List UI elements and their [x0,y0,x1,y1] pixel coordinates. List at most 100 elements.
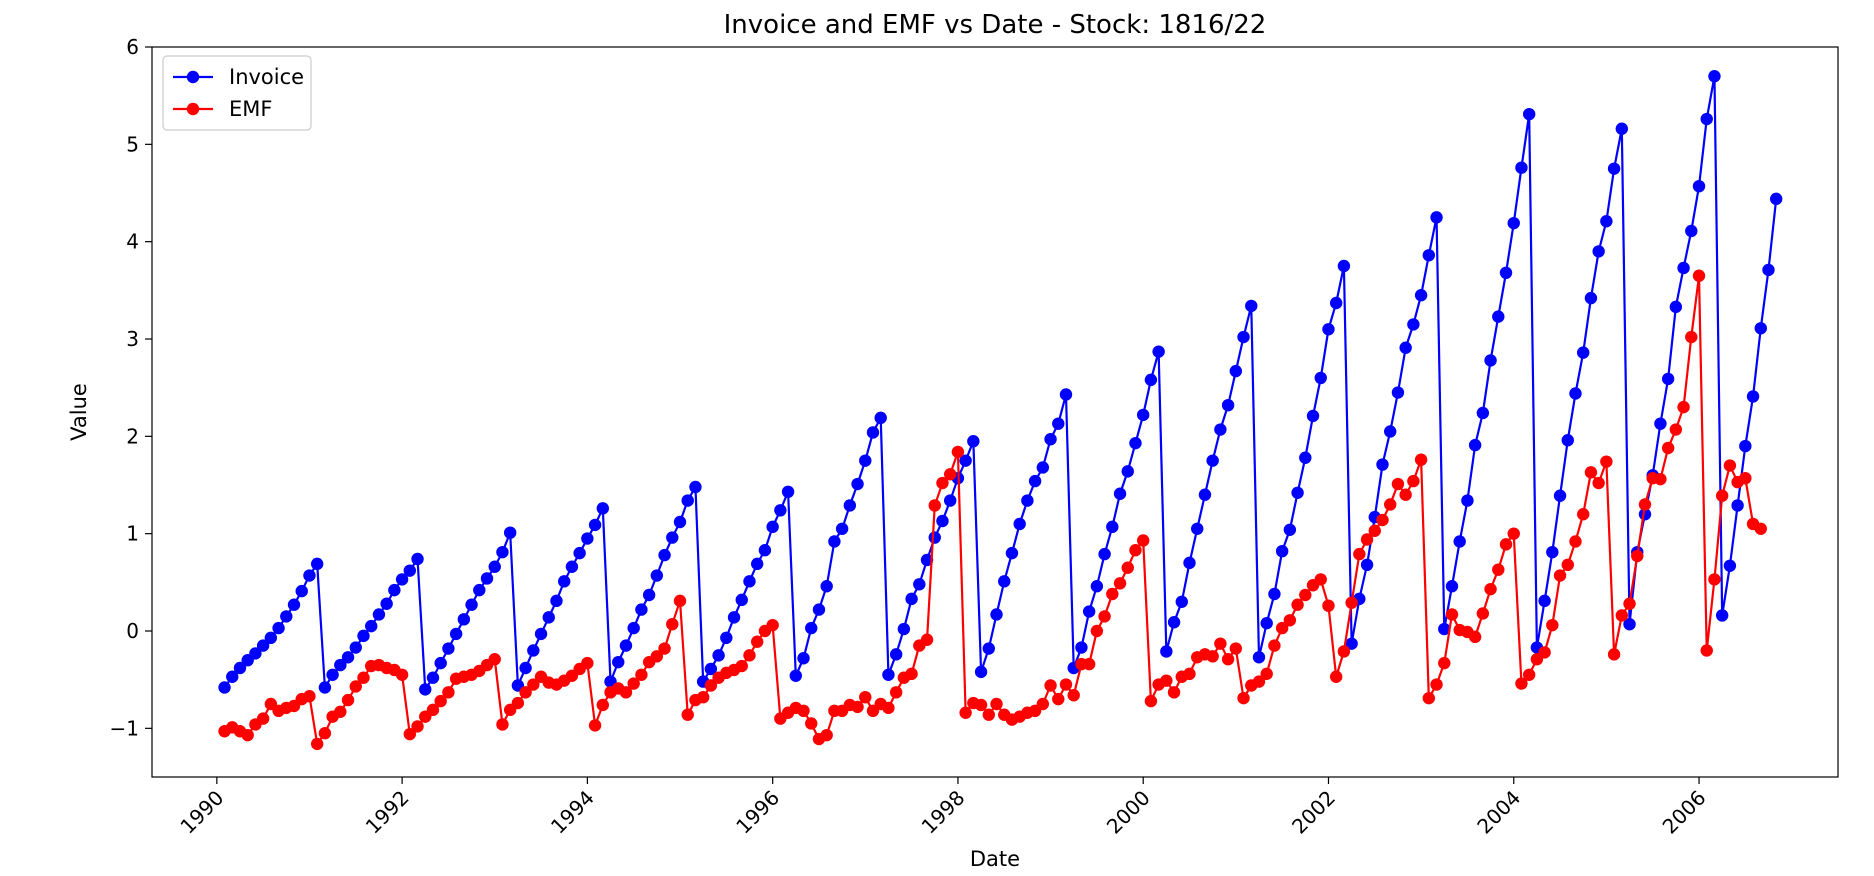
data-point-invoice [1198,488,1212,501]
data-point-emf [1522,668,1536,681]
data-point-invoice [928,531,941,544]
data-point-emf [735,659,748,673]
data-point-emf [1414,453,1428,466]
data-point-invoice [1399,341,1412,354]
data-point-invoice [1445,580,1459,593]
data-point-invoice [612,655,625,669]
data-point-invoice [419,683,432,696]
data-point-invoice [1546,545,1559,559]
data-point-invoice [1345,637,1358,650]
data-point-emf [1299,588,1312,602]
data-point-invoice [388,583,401,597]
data-point-emf [310,737,324,751]
data-point-emf [1700,644,1713,657]
data-point-invoice [1499,266,1513,280]
data-point-emf [256,712,270,725]
data-point-invoice [1090,580,1104,593]
data-point-invoice [588,518,602,532]
data-point-invoice [1507,216,1520,230]
data-point-invoice [1754,322,1767,335]
data-point-emf [442,686,455,699]
data-point-invoice [1623,617,1636,631]
data-point-invoice [1762,263,1775,277]
data-point-emf [1384,498,1397,511]
data-point-invoice [1098,547,1111,561]
data-point-invoice [334,658,347,672]
data-point-emf [1661,441,1675,455]
data-point-invoice [1283,523,1297,536]
data-point-emf [928,499,941,512]
data-point-invoice [480,572,494,585]
data-point-invoice [681,494,694,507]
data-point-emf [1036,697,1050,711]
data-point-invoice [812,603,826,616]
data-point-invoice [735,593,748,607]
data-point-emf [1144,694,1158,708]
data-point-emf [1082,657,1096,671]
data-point-invoice [720,631,733,645]
data-point-invoice [1221,398,1235,412]
data-point-emf [1600,455,1613,468]
data-point-emf [1468,630,1482,644]
data-point-emf [1492,563,1505,576]
data-point-invoice [1692,179,1706,193]
data-point-invoice [920,553,934,567]
data-point-emf [1252,675,1266,688]
data-point-invoice [1607,162,1621,175]
data-point-invoice [1515,161,1528,174]
data-point-invoice [1237,330,1250,344]
y-tick-label: 4 [126,230,139,254]
data-point-emf [1438,656,1451,670]
data-point-invoice [264,631,278,645]
data-point-emf [1708,573,1721,586]
data-point-emf [859,690,872,704]
data-point-emf [1214,637,1227,650]
data-point-invoice [403,564,417,577]
data-point-emf [905,667,918,681]
data-point-emf [1739,471,1752,485]
data-point-invoice [1052,417,1065,430]
data-point-emf [395,668,409,681]
data-point-invoice [874,411,887,425]
data-point-invoice [1592,245,1605,258]
data-point-emf [696,690,710,704]
data-point-emf [434,694,447,708]
data-point-emf [1322,599,1335,612]
data-point-emf [797,704,810,718]
series-line-invoice [223,75,1778,691]
data-point-invoice [395,573,409,586]
data-point-invoice [866,426,880,439]
data-point-emf [627,677,640,690]
data-point-invoice [218,681,231,694]
data-point-invoice [1160,645,1173,658]
data-point-emf [619,686,633,699]
data-point-invoice [998,575,1011,588]
data-point-invoice [1314,371,1327,385]
data-point-emf [1692,269,1706,282]
data-point-invoice [1677,261,1690,275]
data-point-emf [1399,488,1412,501]
data-point-emf [511,696,525,710]
data-point-invoice [1461,494,1474,507]
data-point-invoice [1376,458,1389,471]
data-point-emf [882,701,895,715]
data-point-invoice [1167,616,1181,629]
data-point-invoice [959,454,972,467]
data-point-invoice [226,670,239,683]
data-point-invoice [650,569,664,582]
data-point-invoice [573,546,586,560]
data-point-invoice [1430,211,1443,224]
data-point-invoice [1106,520,1119,534]
data-point-invoice [341,651,355,664]
data-point-emf [1129,544,1142,557]
x-axis-label: Date [970,847,1020,871]
legend-item-emf: EMF [173,97,272,121]
data-point-invoice [1214,423,1227,436]
data-point-invoice [326,668,339,681]
data-point-invoice [488,560,501,573]
data-point-emf [1067,689,1080,702]
data-point-invoice [1700,112,1713,126]
data-point-invoice [1121,465,1134,478]
data-point-emf [1098,610,1111,623]
data-point-invoice [457,613,471,626]
